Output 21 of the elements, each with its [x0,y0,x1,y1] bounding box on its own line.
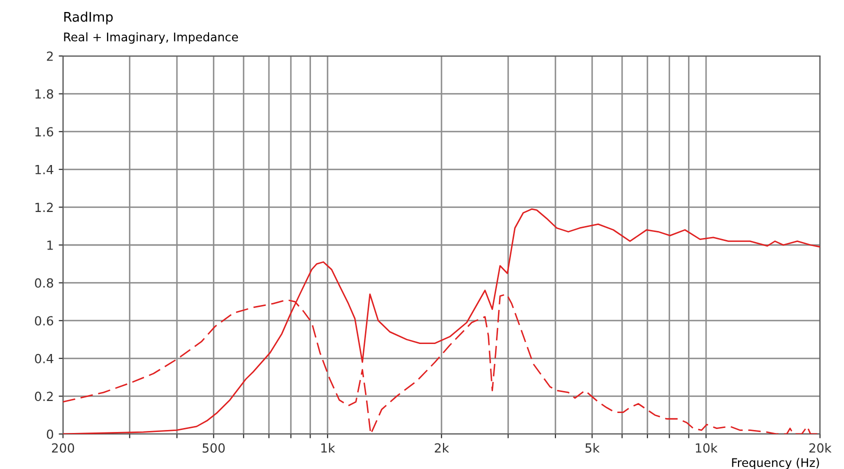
y-tick-label: 1.8 [35,89,54,99]
chart-title: RadImp [64,12,113,24]
chart-subtitle: Real + Imaginary, Impedance [64,32,238,44]
y-tick-label: 0.2 [34,392,53,402]
y-tick-label: 0.4 [34,354,54,364]
y-tick-label: 2 [46,51,53,61]
y-tick-label: 1.2 [35,202,53,212]
x-tick-label: 500 [202,443,225,453]
y-tick-label: 1.4 [35,165,54,174]
x-tick-label: 1k [321,443,336,453]
x-tick-label: 200 [52,443,74,453]
x-axis-title: Frequency (Hz) [732,458,819,469]
x-tick-label: 10k [696,443,718,453]
x-tick-label: 20k [809,443,832,453]
x-tick-label: 5k [585,443,600,453]
y-tick-label: 0 [46,429,54,439]
y-tick-label: 0.6 [34,316,54,326]
y-tick-label: 1.6 [35,127,54,137]
y-tick-label: 1 [47,240,53,250]
y-tick-label: 0.8 [34,278,54,288]
x-tick-label: 2k [434,443,450,453]
